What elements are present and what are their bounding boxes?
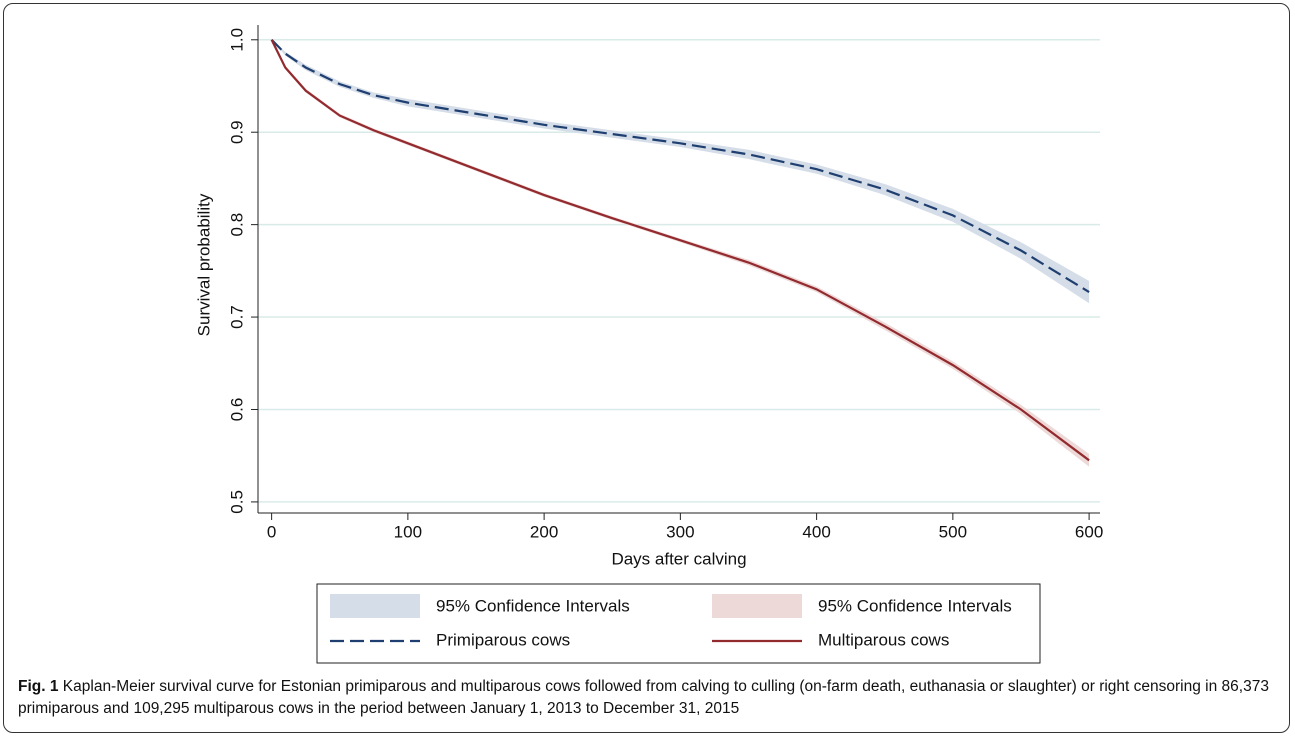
y-axis-label: Survival probability: [194, 193, 213, 336]
figure-frame: [3, 3, 1290, 733]
caption: Fig. 1 Kaplan-Meier survival curve for E…: [18, 676, 1280, 720]
x-tick-label: 200: [530, 522, 558, 541]
survival-line: [270, 39, 1090, 462]
survival-line: [270, 39, 1090, 294]
y-tick-label: 0.5: [227, 490, 246, 514]
confidence-band: [271, 39, 1090, 304]
legend-band-swatch: [712, 594, 802, 618]
confidence-band: [271, 39, 1090, 467]
x-tick-label: 300: [666, 522, 694, 541]
x-tick-label: 400: [802, 522, 830, 541]
y-tick-label: 0.6: [227, 398, 246, 422]
y-tick-label: 0.8: [227, 213, 246, 237]
x-axis-label: Days after calving: [611, 549, 746, 568]
legend-box: [316, 583, 1041, 664]
legend-label: 95% Confidence Intervals: [818, 596, 1012, 615]
legend-label: Multiparous cows: [818, 630, 949, 649]
y-tick-label: 0.9: [227, 120, 246, 144]
x-tick-label: 0: [267, 522, 276, 541]
legend-label: Primiparous cows: [436, 630, 570, 649]
x-tick-label: 100: [394, 522, 422, 541]
y-tick-label: 1.0: [227, 28, 246, 52]
x-tick-label: 500: [939, 522, 967, 541]
legend-label: 95% Confidence Intervals: [436, 596, 630, 615]
legend-band-swatch: [330, 594, 420, 618]
caption-label: Fig. 1: [18, 678, 59, 695]
y-tick-label: 0.7: [227, 305, 246, 329]
x-tick-label: 600: [1075, 522, 1103, 541]
caption-text: Kaplan-Meier survival curve for Estonian…: [18, 678, 1269, 717]
